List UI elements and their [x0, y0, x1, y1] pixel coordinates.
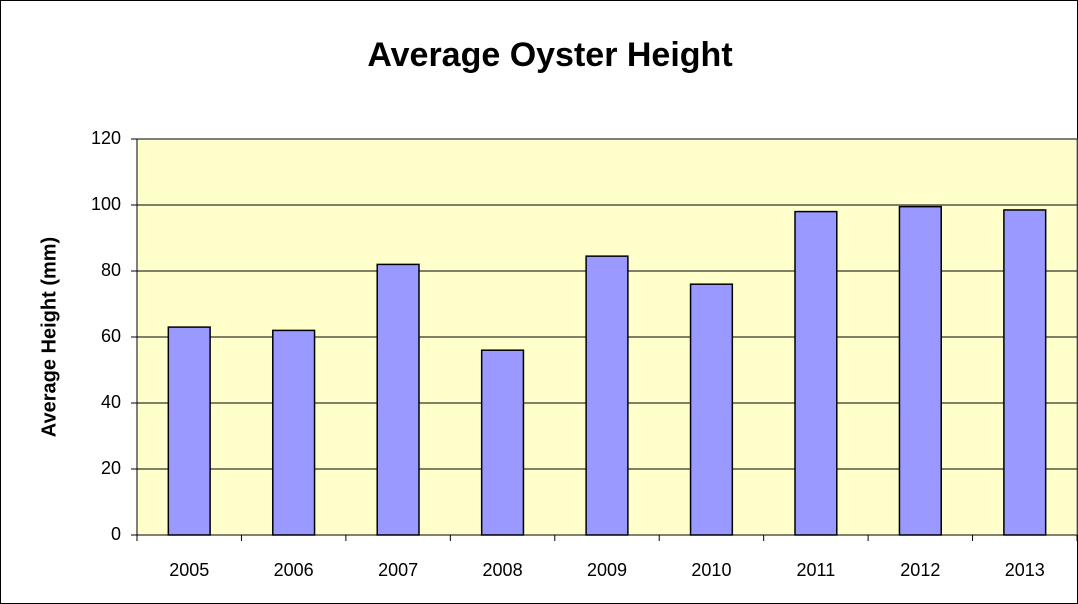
y-tick-label: 60	[101, 326, 121, 346]
x-tick-label: 2010	[691, 560, 731, 580]
x-tick-label: 2009	[587, 560, 627, 580]
y-tick-label: 0	[111, 524, 121, 544]
x-tick-label: 2007	[378, 560, 418, 580]
y-axis-label: Average Height (mm)	[38, 237, 60, 437]
y-tick-label: 20	[101, 458, 121, 478]
bar	[167, 326, 211, 536]
x-tick-label: 2006	[274, 560, 314, 580]
chart-title: Average Oyster Height	[367, 36, 732, 74]
y-tick-label: 80	[101, 260, 121, 280]
bar	[689, 283, 734, 536]
x-tick-label: 2008	[483, 560, 523, 580]
y-tick-label: 120	[91, 128, 121, 148]
x-tick-label: 2005	[169, 560, 209, 580]
bar	[1003, 209, 1047, 536]
bar	[585, 255, 629, 536]
bar	[794, 210, 838, 536]
y-tick-label: 40	[101, 392, 121, 412]
y-tick-label: 100	[91, 194, 121, 214]
bar	[272, 329, 316, 536]
bar	[898, 205, 942, 536]
bar	[480, 349, 525, 536]
x-tick-label: 2012	[900, 560, 940, 580]
x-tick-label: 2013	[1005, 560, 1045, 580]
bar	[376, 263, 420, 536]
x-tick-label: 2011	[797, 560, 836, 580]
